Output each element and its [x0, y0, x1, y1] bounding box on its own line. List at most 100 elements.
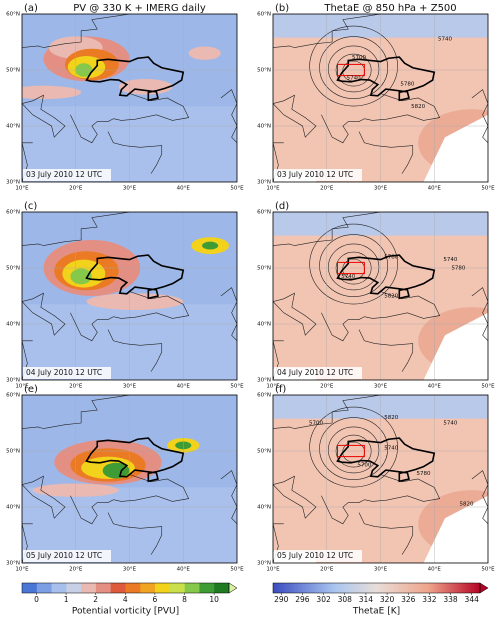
- lon-label: 50°E: [481, 186, 495, 192]
- lon-label: 30°E: [123, 384, 137, 390]
- lon-label: 10°E: [266, 567, 280, 573]
- coastline: [358, 329, 414, 372]
- lat-label: 40°N: [257, 505, 271, 511]
- colorbar-tick-label: 0: [34, 595, 39, 604]
- lat-label: 30°N: [257, 378, 271, 384]
- lat-label: 40°N: [257, 322, 271, 328]
- contour-label: 5740: [347, 75, 361, 81]
- contour-label: 5780: [384, 254, 398, 260]
- colorbar-label: Potential vorticity [PVU]: [72, 607, 179, 617]
- ukraine-border: [85, 254, 185, 300]
- map-field: [22, 14, 237, 182]
- colorbar-tick-label: 2: [93, 595, 98, 604]
- lon-label: 50°E: [230, 384, 244, 390]
- study-box: [337, 63, 365, 77]
- pv-blob: [118, 78, 173, 95]
- z500-contour: [319, 234, 389, 297]
- lat-label: 30°N: [257, 180, 271, 186]
- coastline: [273, 475, 317, 519]
- lat-label: 60°N: [257, 210, 271, 216]
- z500-contour: [328, 243, 380, 291]
- map-panel: 03 July 2010 12 UTC (a) PV @ 330 K + IMERG…: [6, 3, 244, 192]
- panel-date: 03 July 2010 12 UTC: [277, 170, 353, 179]
- panel-date: 04 July 2010 12 UTC: [277, 368, 353, 377]
- coastline: [22, 395, 130, 429]
- lon-label: 10°E: [15, 567, 29, 573]
- date-box: [274, 169, 362, 181]
- colorbar-tick-label: 326: [401, 595, 416, 604]
- colorbar-segment: [36, 583, 52, 593]
- map-panel: 04 July 2010 12 UTC (c) 60°N 50°N 40°N 30°N10…: [6, 201, 244, 390]
- lat-label: 30°N: [6, 378, 20, 384]
- date-box: [274, 367, 362, 379]
- lon-label: 20°E: [320, 567, 334, 573]
- z500-contour: [328, 426, 380, 474]
- coastline: [220, 470, 237, 525]
- lon-label: 50°E: [230, 567, 244, 573]
- pv-blob: [22, 85, 82, 100]
- lon-label: 40°E: [428, 186, 442, 192]
- contour-label: 5820: [384, 294, 398, 300]
- colorbar-tick-label: 314: [359, 595, 374, 604]
- ukraine-border: [85, 437, 185, 483]
- panel-letter: (e): [24, 384, 38, 395]
- coastline: [273, 395, 381, 429]
- lon-label: 50°E: [481, 384, 495, 390]
- pv-blob: [70, 268, 92, 285]
- map-field: [22, 212, 237, 380]
- coastline: [113, 291, 190, 319]
- coastline: [273, 292, 317, 336]
- ukraine-border: [336, 437, 436, 483]
- coastline: [107, 329, 163, 372]
- lat-label: 50°N: [6, 449, 20, 455]
- map-panel: 5700 5740 5740 5780 5820 03 July 2010 12 UTC (…: [257, 3, 495, 192]
- lat-label: 60°N: [6, 210, 20, 216]
- study-box: [337, 261, 365, 275]
- coastline: [321, 114, 365, 144]
- study-box: [337, 444, 365, 458]
- z500-contour: [328, 45, 380, 93]
- contour-label: 5700: [309, 421, 323, 427]
- map-field: [273, 14, 488, 182]
- colorbar-segment: [214, 583, 230, 593]
- lon-label: 20°E: [69, 384, 83, 390]
- colorbar-tick-label: 338: [443, 595, 458, 604]
- contour-label: 5820: [460, 502, 474, 508]
- colorbar-segment: [51, 583, 67, 593]
- lat-label: 40°N: [6, 322, 20, 328]
- coastline: [107, 131, 163, 174]
- lat-label: 60°N: [6, 393, 20, 399]
- panel-frame: [21, 13, 238, 183]
- coastline: [358, 512, 414, 555]
- colorbar-segment: [125, 583, 141, 593]
- colorbar-frame: [272, 582, 481, 594]
- lon-label: 50°E: [230, 186, 244, 192]
- coastline: [321, 495, 365, 525]
- panel-frame: [21, 211, 238, 381]
- lon-label: 20°E: [320, 186, 334, 192]
- contour-label: 5700: [352, 55, 366, 61]
- contour-label: 5740: [443, 421, 457, 427]
- coastline: [471, 287, 488, 342]
- date-box: [23, 550, 111, 562]
- z500-contour: [319, 36, 389, 99]
- colorbar-segment: [155, 583, 171, 593]
- colorbar-tick-label: 320: [380, 595, 395, 604]
- lon-label: 40°E: [428, 384, 442, 390]
- coastline: [220, 89, 237, 144]
- panel-frame: [21, 394, 238, 564]
- contour-label: 5740: [341, 274, 355, 280]
- panel-letter: (a): [24, 3, 38, 14]
- panel-frame: [272, 13, 489, 183]
- panel-letter: (b): [275, 3, 289, 14]
- coastline: [321, 312, 365, 342]
- lat-label: 30°N: [6, 180, 20, 186]
- map-field: [22, 395, 237, 563]
- date-box: [23, 367, 111, 379]
- coastline: [22, 475, 66, 519]
- coastline: [358, 131, 414, 174]
- contour-label: 5780: [451, 266, 465, 272]
- lon-label: 30°E: [374, 567, 388, 573]
- lat-label: 50°N: [6, 68, 20, 74]
- colorbar-segment: [199, 583, 215, 593]
